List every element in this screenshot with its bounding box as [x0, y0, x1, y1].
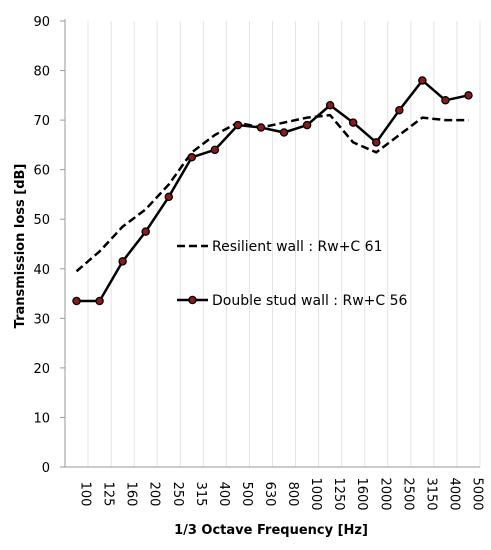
- x-axis-title: 1/3 Octave Frequency [Hz]: [174, 523, 368, 538]
- double-stud-wall-point: [233, 120, 243, 130]
- x-tick-labels: 100 125 160 200 250 315 400 500 630 800 1000 1250 16…: [78, 477, 485, 510]
- x-tick-label: 125: [101, 482, 116, 507]
- y-tick-label: 20: [33, 362, 50, 377]
- x-tick-label: 100: [78, 482, 93, 507]
- double-stud-wall-point: [418, 76, 427, 85]
- resilient-wall-line: [75, 113, 469, 273]
- double-stud-wall-point: [164, 192, 173, 202]
- double-stud-wall-point: [187, 153, 197, 162]
- x-tick-label: 200: [147, 482, 162, 507]
- x-tick-label: 5000: [469, 477, 484, 510]
- y-tick-label: 80: [33, 65, 50, 80]
- double-stud-wall-point: [441, 96, 450, 105]
- y-tick-label: 60: [33, 164, 50, 179]
- axes: [60, 19, 480, 468]
- y-axis-title: Transmission loss [dB]: [13, 164, 28, 329]
- y-tick-label: 40: [33, 263, 50, 278]
- x-tick-label: 315: [193, 482, 208, 507]
- y-tick-label: 70: [33, 114, 50, 129]
- legend-label-double-stud: Double stud wall : Rw+C 56: [212, 293, 408, 309]
- x-tick-label: 630: [262, 482, 277, 507]
- double-stud-wall-point: [141, 227, 150, 236]
- double-stud-wall-point: [210, 145, 220, 155]
- double-stud-wall-point: [395, 105, 404, 115]
- grid-lines: [64, 21, 481, 467]
- double-stud-wall-point: [95, 296, 104, 306]
- double-stud-wall-point: [325, 100, 335, 110]
- x-tick-label: 400: [216, 482, 231, 507]
- double-stud-wall-point: [302, 120, 312, 130]
- x-tick-label: 2500: [400, 477, 415, 510]
- x-tick-label: 3150: [423, 477, 438, 510]
- double-stud-wall-point: [256, 123, 266, 132]
- y-tick-label: 0: [42, 461, 50, 476]
- x-tick-label: 1000: [308, 477, 323, 510]
- x-tick-label: 160: [124, 482, 139, 507]
- double-stud-wall-point: [348, 118, 358, 127]
- x-tick-label: 1600: [354, 477, 369, 510]
- x-tick-label: 4000: [446, 477, 461, 510]
- double-stud-wall-point: [464, 91, 473, 100]
- series-group: [72, 76, 473, 306]
- y-tick-label: 50: [33, 213, 50, 228]
- x-tick-label: 500: [239, 482, 254, 507]
- x-tick-label: 2000: [377, 477, 392, 510]
- legend: Resilient wall : Rw+C 61 Double stud wall…: [177, 239, 408, 309]
- double-stud-wall-point: [118, 257, 127, 266]
- legend-label-resilient: Resilient wall : Rw+C 61: [212, 239, 382, 255]
- x-tick-label: 250: [170, 482, 185, 507]
- double-stud-wall-point: [72, 296, 81, 306]
- x-tick-label: 800: [285, 482, 300, 507]
- x-tick-label: 1250: [331, 477, 346, 510]
- y-tick-label: 10: [33, 411, 50, 426]
- legend-marker-double-stud: [188, 295, 197, 305]
- y-tick-labels: 0 10 20 30 40 50 60 70 80 90: [33, 15, 50, 476]
- double-stud-wall-line: [76, 79, 469, 303]
- double-stud-wall-point: [371, 138, 381, 147]
- y-tick-label: 30: [33, 312, 50, 327]
- double-stud-wall-point: [279, 128, 289, 137]
- y-tick-label: 90: [33, 15, 50, 30]
